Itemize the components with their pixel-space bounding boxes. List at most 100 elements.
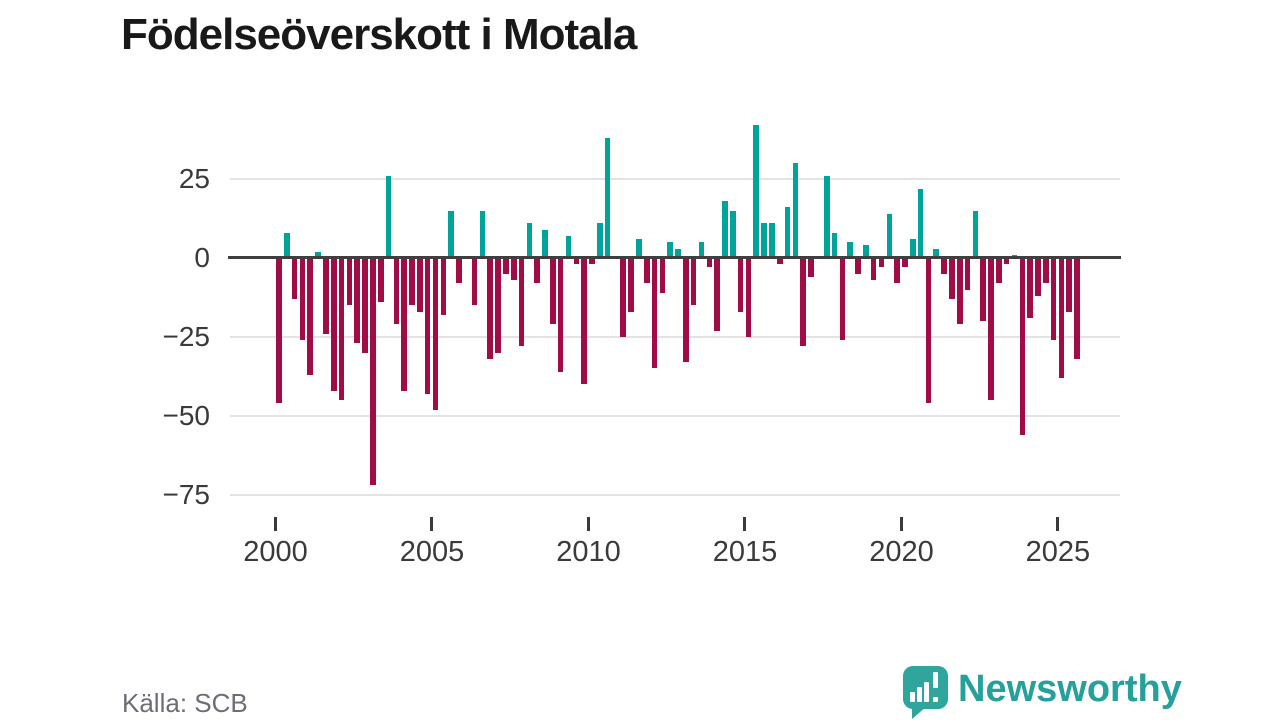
bar	[409, 258, 415, 306]
y-axis-label: 25	[178, 163, 210, 195]
x-axis-label: 2000	[243, 536, 308, 568]
y-axis-label: −75	[162, 478, 211, 510]
bar	[988, 258, 994, 401]
bar	[917, 188, 924, 258]
bar	[1003, 258, 1010, 265]
bar	[800, 258, 807, 347]
bar	[604, 138, 611, 258]
page-title: Födelseöverskott i Motala	[121, 10, 637, 59]
bar	[690, 258, 697, 306]
bar	[338, 258, 345, 401]
bar	[1066, 258, 1073, 312]
bar	[573, 258, 580, 265]
gridline	[230, 493, 1120, 496]
bar	[1035, 258, 1041, 296]
gridline	[230, 335, 1120, 338]
x-tick-mark	[743, 517, 747, 531]
bar	[299, 258, 306, 341]
x-axis-label: 2015	[712, 536, 778, 568]
bar	[518, 258, 525, 347]
bar	[495, 258, 501, 353]
bar	[346, 258, 353, 306]
bar	[753, 125, 760, 258]
x-axis-label: 2020	[869, 536, 934, 568]
bar	[440, 258, 447, 315]
bar	[643, 258, 650, 284]
bar	[863, 245, 869, 258]
bar	[581, 258, 587, 385]
bar	[776, 258, 783, 265]
bar	[706, 258, 713, 268]
bar	[784, 207, 791, 258]
bar	[479, 210, 486, 258]
bar	[698, 242, 705, 258]
bar	[323, 258, 329, 334]
bar	[424, 258, 431, 394]
y-axis-label: 0	[194, 242, 210, 273]
bar	[542, 229, 548, 258]
bar	[730, 210, 736, 258]
bar	[964, 258, 971, 290]
y-axis-label: −50	[162, 399, 211, 431]
bar	[557, 258, 564, 372]
bar	[1074, 258, 1080, 360]
bar	[628, 258, 634, 312]
bar	[902, 258, 908, 268]
bar	[1027, 258, 1033, 318]
bar	[792, 163, 799, 258]
bar	[855, 258, 861, 274]
bar	[980, 258, 986, 322]
bar	[284, 232, 290, 258]
bar	[471, 258, 478, 306]
bar	[503, 258, 509, 274]
bar	[667, 242, 674, 258]
bar	[831, 232, 838, 258]
x-axis-label: 2010	[556, 536, 621, 568]
bar	[510, 258, 517, 281]
bar	[996, 258, 1002, 284]
logo-chart-bar-icon	[917, 687, 922, 702]
bar	[847, 242, 853, 258]
bar	[722, 201, 728, 258]
bar	[636, 239, 642, 258]
bar	[370, 258, 376, 486]
bar	[276, 258, 282, 404]
bar	[933, 248, 940, 258]
logo-speech-bubble-icon	[903, 666, 948, 709]
x-axis-label: 2005	[399, 536, 465, 568]
bar	[565, 235, 572, 258]
logo-chart-bar-icon	[910, 692, 915, 702]
bar	[714, 258, 720, 331]
gridline	[230, 414, 1120, 417]
bar	[761, 223, 767, 258]
bar	[956, 258, 963, 325]
bar	[870, 258, 877, 281]
bar	[808, 258, 814, 277]
bar	[330, 258, 337, 391]
x-tick-mark	[274, 517, 277, 531]
bar	[769, 223, 775, 258]
bar	[597, 223, 603, 258]
bar	[550, 258, 556, 325]
bar	[291, 258, 298, 300]
x-axis-label: 2025	[1025, 536, 1091, 568]
bar	[941, 258, 947, 274]
logo-chart-bar-icon	[924, 682, 929, 702]
bar	[1058, 258, 1065, 378]
zero-axis-line	[228, 256, 1121, 259]
bar	[1050, 258, 1057, 341]
bar	[878, 258, 885, 268]
bar	[972, 210, 979, 258]
bar	[401, 258, 407, 391]
bar	[1019, 258, 1026, 435]
bar	[393, 258, 400, 325]
logo-exclamation-icon	[933, 672, 938, 688]
bar	[949, 258, 955, 300]
bar	[909, 239, 916, 258]
bar	[456, 258, 462, 284]
logo-exclamation-dot-icon	[933, 697, 938, 702]
brand-name: Newsworthy	[958, 668, 1182, 710]
bar	[675, 248, 681, 258]
bar	[894, 258, 900, 284]
